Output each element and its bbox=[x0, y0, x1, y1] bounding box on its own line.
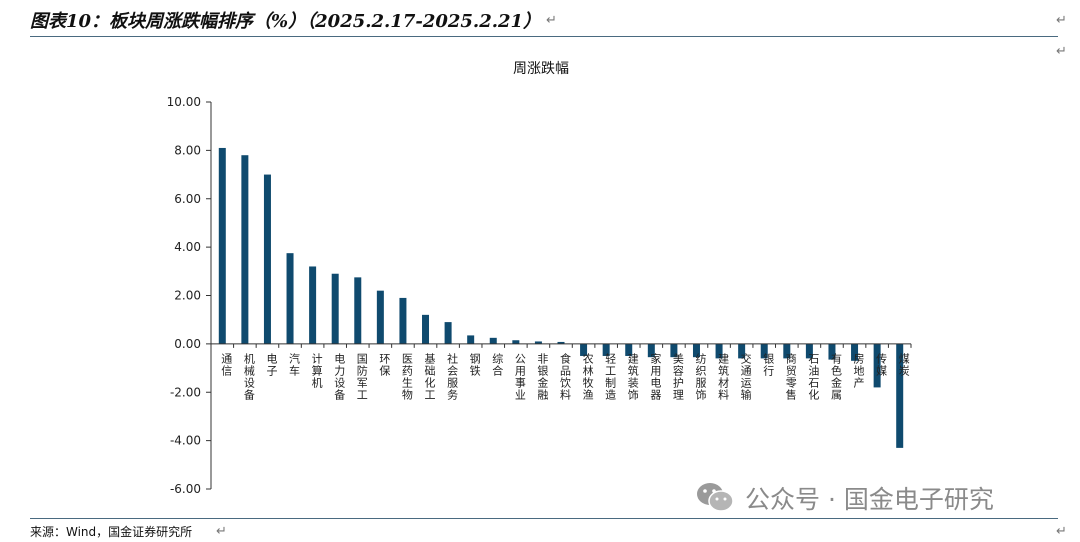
x-category-label: 钢铁 bbox=[468, 353, 481, 377]
bar-28 bbox=[828, 343, 836, 360]
figure-caption: 图表10：板块周涨跌幅排序（%）（2025.2.17-2025.2.21） bbox=[30, 11, 542, 32]
y-tick-label: 0.00 bbox=[174, 337, 201, 351]
x-category-label: 通信 bbox=[220, 353, 233, 377]
bar-chart: 周涨跌幅 10.00 8.00 6.00 4.00 2.00 0.00 -2.00 -4.00… bbox=[167, 61, 912, 496]
bar-9 bbox=[399, 297, 407, 344]
x-category-label: 房地产 bbox=[852, 353, 865, 389]
x-category-label: 汽车 bbox=[288, 352, 301, 377]
chart-title: 周涨跌幅 bbox=[513, 61, 569, 77]
x-category-label: 煤炭 bbox=[897, 353, 910, 377]
bar-12 bbox=[467, 335, 475, 344]
x-category-label: 食品饮料 bbox=[559, 352, 572, 401]
x-category-label: 基础化工 bbox=[423, 353, 436, 401]
bar-30 bbox=[873, 343, 881, 388]
bar-5 bbox=[309, 266, 317, 344]
return-mark-icon: ↵ bbox=[1056, 44, 1067, 59]
bar-10 bbox=[422, 314, 430, 344]
x-category-label: 非银金融 bbox=[536, 353, 549, 401]
x-category-label: 医药生物 bbox=[400, 353, 413, 401]
bar-27 bbox=[805, 343, 813, 359]
y-tick-label: 8.00 bbox=[174, 143, 201, 157]
x-category-label: 商贸零售 bbox=[784, 352, 797, 401]
source-note: 来源：Wind，国金证券研究所 bbox=[30, 525, 193, 539]
bar-29 bbox=[851, 343, 859, 361]
x-category-label: 机械设备 bbox=[242, 352, 255, 401]
y-tick-label: 2.00 bbox=[174, 289, 201, 303]
x-category-label: 农林牧渔 bbox=[581, 352, 594, 401]
x-category-label: 银行 bbox=[762, 352, 775, 377]
x-category-label: 传媒 bbox=[875, 353, 888, 377]
watermark-text: 公众号 · 国金电子研究 bbox=[745, 485, 994, 514]
x-category-label: 计算机 bbox=[310, 353, 323, 389]
x-category-label: 综合 bbox=[491, 352, 504, 377]
bar-11 bbox=[444, 322, 452, 344]
header-divider bbox=[30, 36, 1058, 37]
x-category-label: 交通运输 bbox=[739, 352, 752, 401]
bar-17 bbox=[580, 343, 588, 356]
bar-25 bbox=[760, 343, 768, 359]
x-category-label: 轻工制造 bbox=[604, 352, 617, 401]
y-axis: 10.00 8.00 6.00 4.00 2.00 0.00 -2.00 -4.00 -6.00 bbox=[167, 95, 212, 496]
bar-21 bbox=[670, 343, 678, 358]
return-mark-icon: ↵ bbox=[1056, 13, 1067, 28]
bars-group bbox=[218, 147, 904, 448]
x-category-label: 公用事业 bbox=[513, 353, 526, 401]
x-category-label: 石油石化 bbox=[807, 353, 820, 401]
bar-18 bbox=[602, 343, 610, 356]
bar-6 bbox=[331, 273, 339, 344]
bar-15 bbox=[534, 341, 542, 344]
return-mark-icon: ↵ bbox=[1056, 524, 1067, 539]
x-category-label: 国防军工 bbox=[355, 353, 368, 401]
y-tick-label: 4.00 bbox=[174, 240, 201, 254]
x-category-label: 建筑材料 bbox=[717, 352, 730, 401]
x-category-label: 环保 bbox=[378, 353, 391, 377]
bar-19 bbox=[625, 343, 633, 356]
x-axis bbox=[211, 343, 912, 348]
bar-31 bbox=[896, 343, 904, 448]
bar-16 bbox=[557, 341, 565, 344]
bar-13 bbox=[489, 337, 497, 344]
bar-23 bbox=[715, 343, 723, 359]
bar-7 bbox=[354, 277, 362, 344]
y-tick-label: 10.00 bbox=[167, 95, 201, 109]
bar-4 bbox=[286, 253, 294, 344]
x-category-label: 电子 bbox=[265, 353, 278, 377]
watermark: 公众号 · 国金电子研究 bbox=[695, 478, 994, 518]
x-category-label: 建筑装饰 bbox=[626, 352, 639, 401]
return-mark-icon: ↵ bbox=[546, 13, 557, 28]
x-category-label: 电力设备 bbox=[333, 353, 346, 401]
bar-8 bbox=[376, 290, 384, 344]
y-tick-label: -4.00 bbox=[170, 434, 201, 448]
y-tick-label: -2.00 bbox=[170, 385, 201, 399]
bar-2 bbox=[241, 155, 249, 344]
x-category-label: 纺织服饰 bbox=[694, 352, 707, 401]
return-mark-icon: ↵ bbox=[216, 524, 227, 539]
footer-divider bbox=[30, 518, 1058, 519]
bar-24 bbox=[738, 343, 746, 359]
wechat-icon bbox=[697, 483, 734, 512]
x-category-label: 美容护理 bbox=[671, 353, 684, 401]
bar-14 bbox=[512, 340, 520, 344]
x-category-label: 有色金属 bbox=[829, 352, 842, 401]
category-labels: 通信 机械设备 电子 汽车 计算机 电力设备 国防军工 环保 医药生物 基础化工 社会服务 钢铁 综合公… bbox=[220, 352, 910, 401]
bar-20 bbox=[647, 343, 655, 358]
bar-3 bbox=[263, 174, 271, 344]
bar-1 bbox=[218, 147, 226, 344]
bar-22 bbox=[692, 343, 700, 358]
x-category-label: 社会服务 bbox=[446, 352, 459, 401]
y-tick-label: -6.00 bbox=[170, 482, 201, 496]
bar-26 bbox=[783, 343, 791, 359]
x-category-label: 家用电器 bbox=[649, 352, 662, 401]
y-tick-label: 6.00 bbox=[174, 192, 201, 206]
